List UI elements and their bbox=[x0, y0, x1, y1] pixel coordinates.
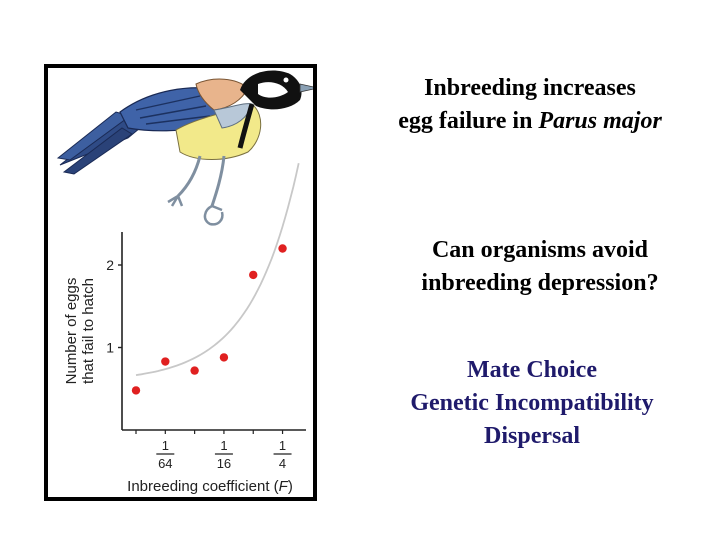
title-line2: egg failure in Parus major bbox=[360, 105, 700, 138]
species-name: Parus major bbox=[538, 108, 662, 134]
x-axis-label: Inbreeding coefficient (F) bbox=[127, 478, 293, 495]
question-line1: Can organisms avoid bbox=[431, 237, 649, 263]
great-tit-bird bbox=[56, 70, 313, 226]
mechanism-mate-choice: Mate Choice bbox=[467, 357, 597, 383]
y-tick-label: 2 bbox=[106, 257, 114, 273]
slide-title: Inbreeding increases egg failure in Paru… bbox=[360, 72, 700, 138]
x-tick-numerator: 1 bbox=[220, 438, 227, 453]
figure-panel: 1 2 1 64 1 16 1 4 Number of eggs that fail to … bbox=[48, 68, 313, 497]
x-tick-numerator: 1 bbox=[162, 438, 169, 453]
data-point bbox=[131, 386, 141, 395]
trend-line bbox=[135, 163, 300, 376]
x-tick-numerator: 1 bbox=[279, 438, 286, 453]
title-line2-text: egg failure in bbox=[398, 108, 539, 134]
figure-frame: 1 2 1 64 1 16 1 4 Number of eggs that fail to … bbox=[44, 64, 317, 501]
data-point bbox=[219, 353, 229, 362]
x-tick-denominator: 4 bbox=[279, 456, 286, 471]
data-point bbox=[249, 270, 258, 280]
title-line1: Inbreeding increases bbox=[424, 75, 636, 101]
question-line2: inbreeding depression? bbox=[421, 270, 659, 296]
figure-svg: 1 2 1 64 1 16 1 4 Number of eggs that fail to … bbox=[56, 70, 313, 495]
mechanism-genetic-incompatibility: Genetic Incompatibility bbox=[410, 390, 654, 416]
x-tick-denominator: 64 bbox=[158, 456, 172, 471]
data-point bbox=[190, 366, 199, 375]
chart: 1 2 1 64 1 16 1 4 Number of eggs that fail to … bbox=[63, 163, 306, 495]
y-tick-label: 1 bbox=[106, 340, 114, 356]
data-point bbox=[278, 244, 287, 253]
mechanisms-list: Mate Choice Genetic Incompatibility Disp… bbox=[372, 354, 692, 453]
y-axis-label-line2: that fail to hatch bbox=[80, 278, 97, 384]
data-point bbox=[161, 357, 170, 366]
y-axis-label-line1: Number of eggs bbox=[63, 278, 80, 385]
mechanism-dispersal: Dispersal bbox=[484, 423, 580, 449]
question-text: Can organisms avoid inbreeding depressio… bbox=[380, 234, 700, 300]
x-tick-denominator: 16 bbox=[217, 456, 231, 471]
